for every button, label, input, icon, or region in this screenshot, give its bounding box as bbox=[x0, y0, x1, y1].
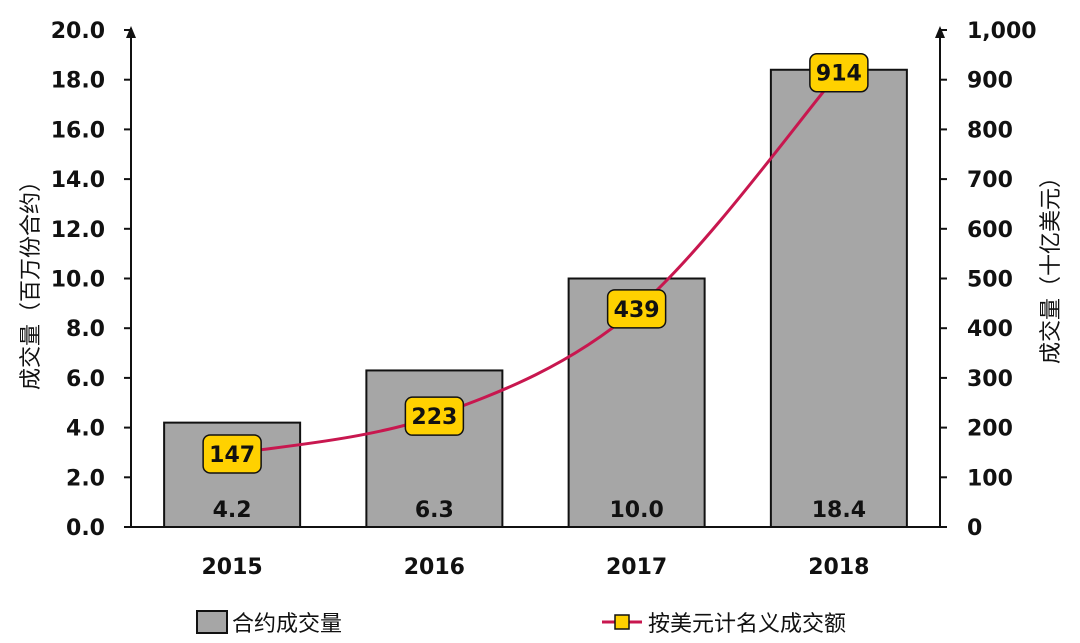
right-tick-label: 100 bbox=[967, 466, 1013, 491]
right-tick-label: 700 bbox=[967, 168, 1013, 193]
bar-value-label-2015: 4.2 bbox=[213, 498, 252, 523]
right-tick-label: 400 bbox=[967, 317, 1013, 342]
legend-swatch-bar bbox=[196, 610, 228, 634]
right-axis-title: 成交量（十亿美元） bbox=[1039, 166, 1064, 364]
line-point-2017 bbox=[606, 289, 667, 329]
left-tick-label: 0.0 bbox=[66, 516, 105, 541]
line-value-label-2016: 223 bbox=[411, 405, 457, 430]
line-point-2015 bbox=[202, 434, 262, 474]
left-tick-label: 4.0 bbox=[66, 417, 105, 442]
right-tick-label: 0 bbox=[967, 516, 982, 541]
right-tick-label: 500 bbox=[967, 268, 1013, 293]
left-tick-label: 8.0 bbox=[66, 317, 105, 342]
x-tick-label-2016: 2016 bbox=[404, 555, 465, 580]
line-value-label-2018: 914 bbox=[816, 62, 862, 87]
right-tick-label: 200 bbox=[967, 417, 1013, 442]
x-tick-label-2017: 2017 bbox=[606, 555, 667, 580]
right-axis-arrow bbox=[935, 26, 945, 38]
bar-value-label-2017: 10.0 bbox=[609, 498, 663, 523]
line-value-label-2015: 147 bbox=[209, 443, 255, 468]
legend-swatch-marker bbox=[614, 614, 630, 630]
line-series-turnover bbox=[231, 71, 841, 456]
left-tick-label: 10.0 bbox=[51, 268, 105, 293]
x-tick-label-2015: 2015 bbox=[202, 555, 263, 580]
line-value-label-2017: 439 bbox=[614, 298, 660, 323]
right-tick-label: 900 bbox=[967, 69, 1013, 94]
x-tick-label-2018: 2018 bbox=[808, 555, 869, 580]
legend-label-bar: 合约成交量 bbox=[232, 612, 342, 637]
right-tick-label: 800 bbox=[967, 118, 1013, 143]
left-tick-label: 2.0 bbox=[66, 466, 105, 491]
right-tick-label: 300 bbox=[967, 367, 1013, 392]
left-tick-label: 16.0 bbox=[51, 118, 105, 143]
line-point-2018 bbox=[809, 52, 869, 93]
legend-label-line: 按美元计名义成交额 bbox=[648, 612, 846, 637]
right-tick-label: 600 bbox=[967, 218, 1013, 243]
left-tick-label: 18.0 bbox=[51, 69, 105, 94]
left-tick-label: 6.0 bbox=[66, 367, 105, 392]
left-tick-label: 12.0 bbox=[51, 218, 105, 243]
bar-value-label-2016: 6.3 bbox=[415, 498, 454, 523]
left-axis-title: 成交量（百万份合约） bbox=[19, 170, 44, 390]
bar-value-label-2018: 18.4 bbox=[812, 498, 866, 523]
left-axis-arrow bbox=[126, 26, 136, 38]
left-tick-label: 14.0 bbox=[51, 168, 105, 193]
bar-2018 bbox=[769, 68, 908, 528]
right-tick-label: 1,000 bbox=[967, 19, 1037, 44]
left-tick-label: 20.0 bbox=[51, 19, 105, 44]
line-point-2016 bbox=[404, 396, 465, 436]
